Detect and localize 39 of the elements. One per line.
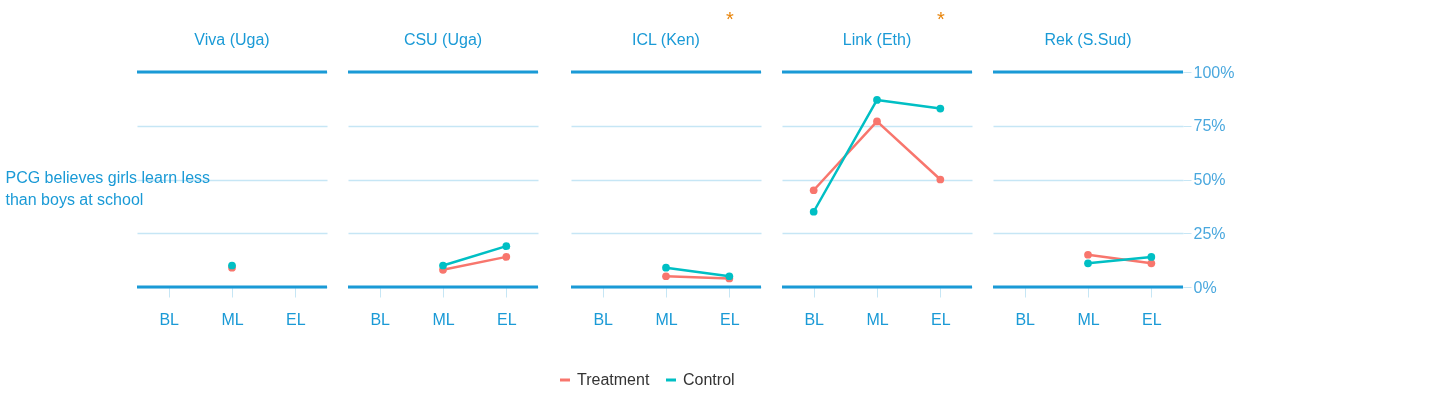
x-tick-label: BL bbox=[370, 310, 391, 328]
x-tick-label: ML bbox=[655, 310, 678, 328]
point bbox=[873, 117, 881, 126]
text: * bbox=[726, 8, 734, 30]
x-tick-label: EL bbox=[931, 310, 951, 328]
x-tick-label: ML bbox=[432, 310, 455, 328]
chart-title: Rek (S.Sud) bbox=[1044, 31, 1132, 48]
chart-title: Viva (Uga) bbox=[194, 31, 270, 48]
y-tick-label: 25% bbox=[1193, 224, 1226, 242]
x-tick-label: ML bbox=[221, 310, 244, 328]
point bbox=[502, 242, 511, 251]
point bbox=[936, 104, 945, 113]
x-tick-label: BL bbox=[593, 310, 614, 328]
text: * bbox=[937, 8, 945, 30]
x-tick-label: BL bbox=[1015, 310, 1036, 328]
x-tick-label: BL bbox=[804, 310, 825, 328]
y-tick-label: 100% bbox=[1193, 63, 1235, 81]
y-tick-label: 75% bbox=[1193, 117, 1226, 135]
x-tick-label: ML bbox=[866, 310, 889, 328]
y-tick-label: 50% bbox=[1193, 171, 1226, 188]
x-tick-label: BL bbox=[159, 310, 180, 328]
y-tick-label: 0% bbox=[1193, 278, 1217, 296]
point bbox=[439, 261, 447, 270]
point bbox=[873, 96, 881, 104]
point bbox=[936, 175, 945, 184]
y-axis-title: PCG believes girls learn less than boys at school bbox=[5, 168, 211, 208]
point bbox=[502, 253, 511, 261]
x-tick-label: EL bbox=[720, 310, 740, 328]
legend-label: Control bbox=[683, 371, 735, 388]
point bbox=[809, 207, 818, 216]
chart-title: CSU (Uga) bbox=[403, 31, 483, 48]
chart-title: Link (Eth) bbox=[842, 31, 912, 48]
x-tick-label: EL bbox=[286, 310, 306, 328]
x-tick-label: EL bbox=[1142, 310, 1162, 328]
x-tick-label: ML bbox=[1077, 310, 1100, 328]
chart-title: ICL (Ken) bbox=[632, 31, 700, 48]
point bbox=[809, 186, 818, 195]
legend-label: Treatment bbox=[577, 371, 650, 388]
x-tick-label: EL bbox=[497, 310, 517, 328]
